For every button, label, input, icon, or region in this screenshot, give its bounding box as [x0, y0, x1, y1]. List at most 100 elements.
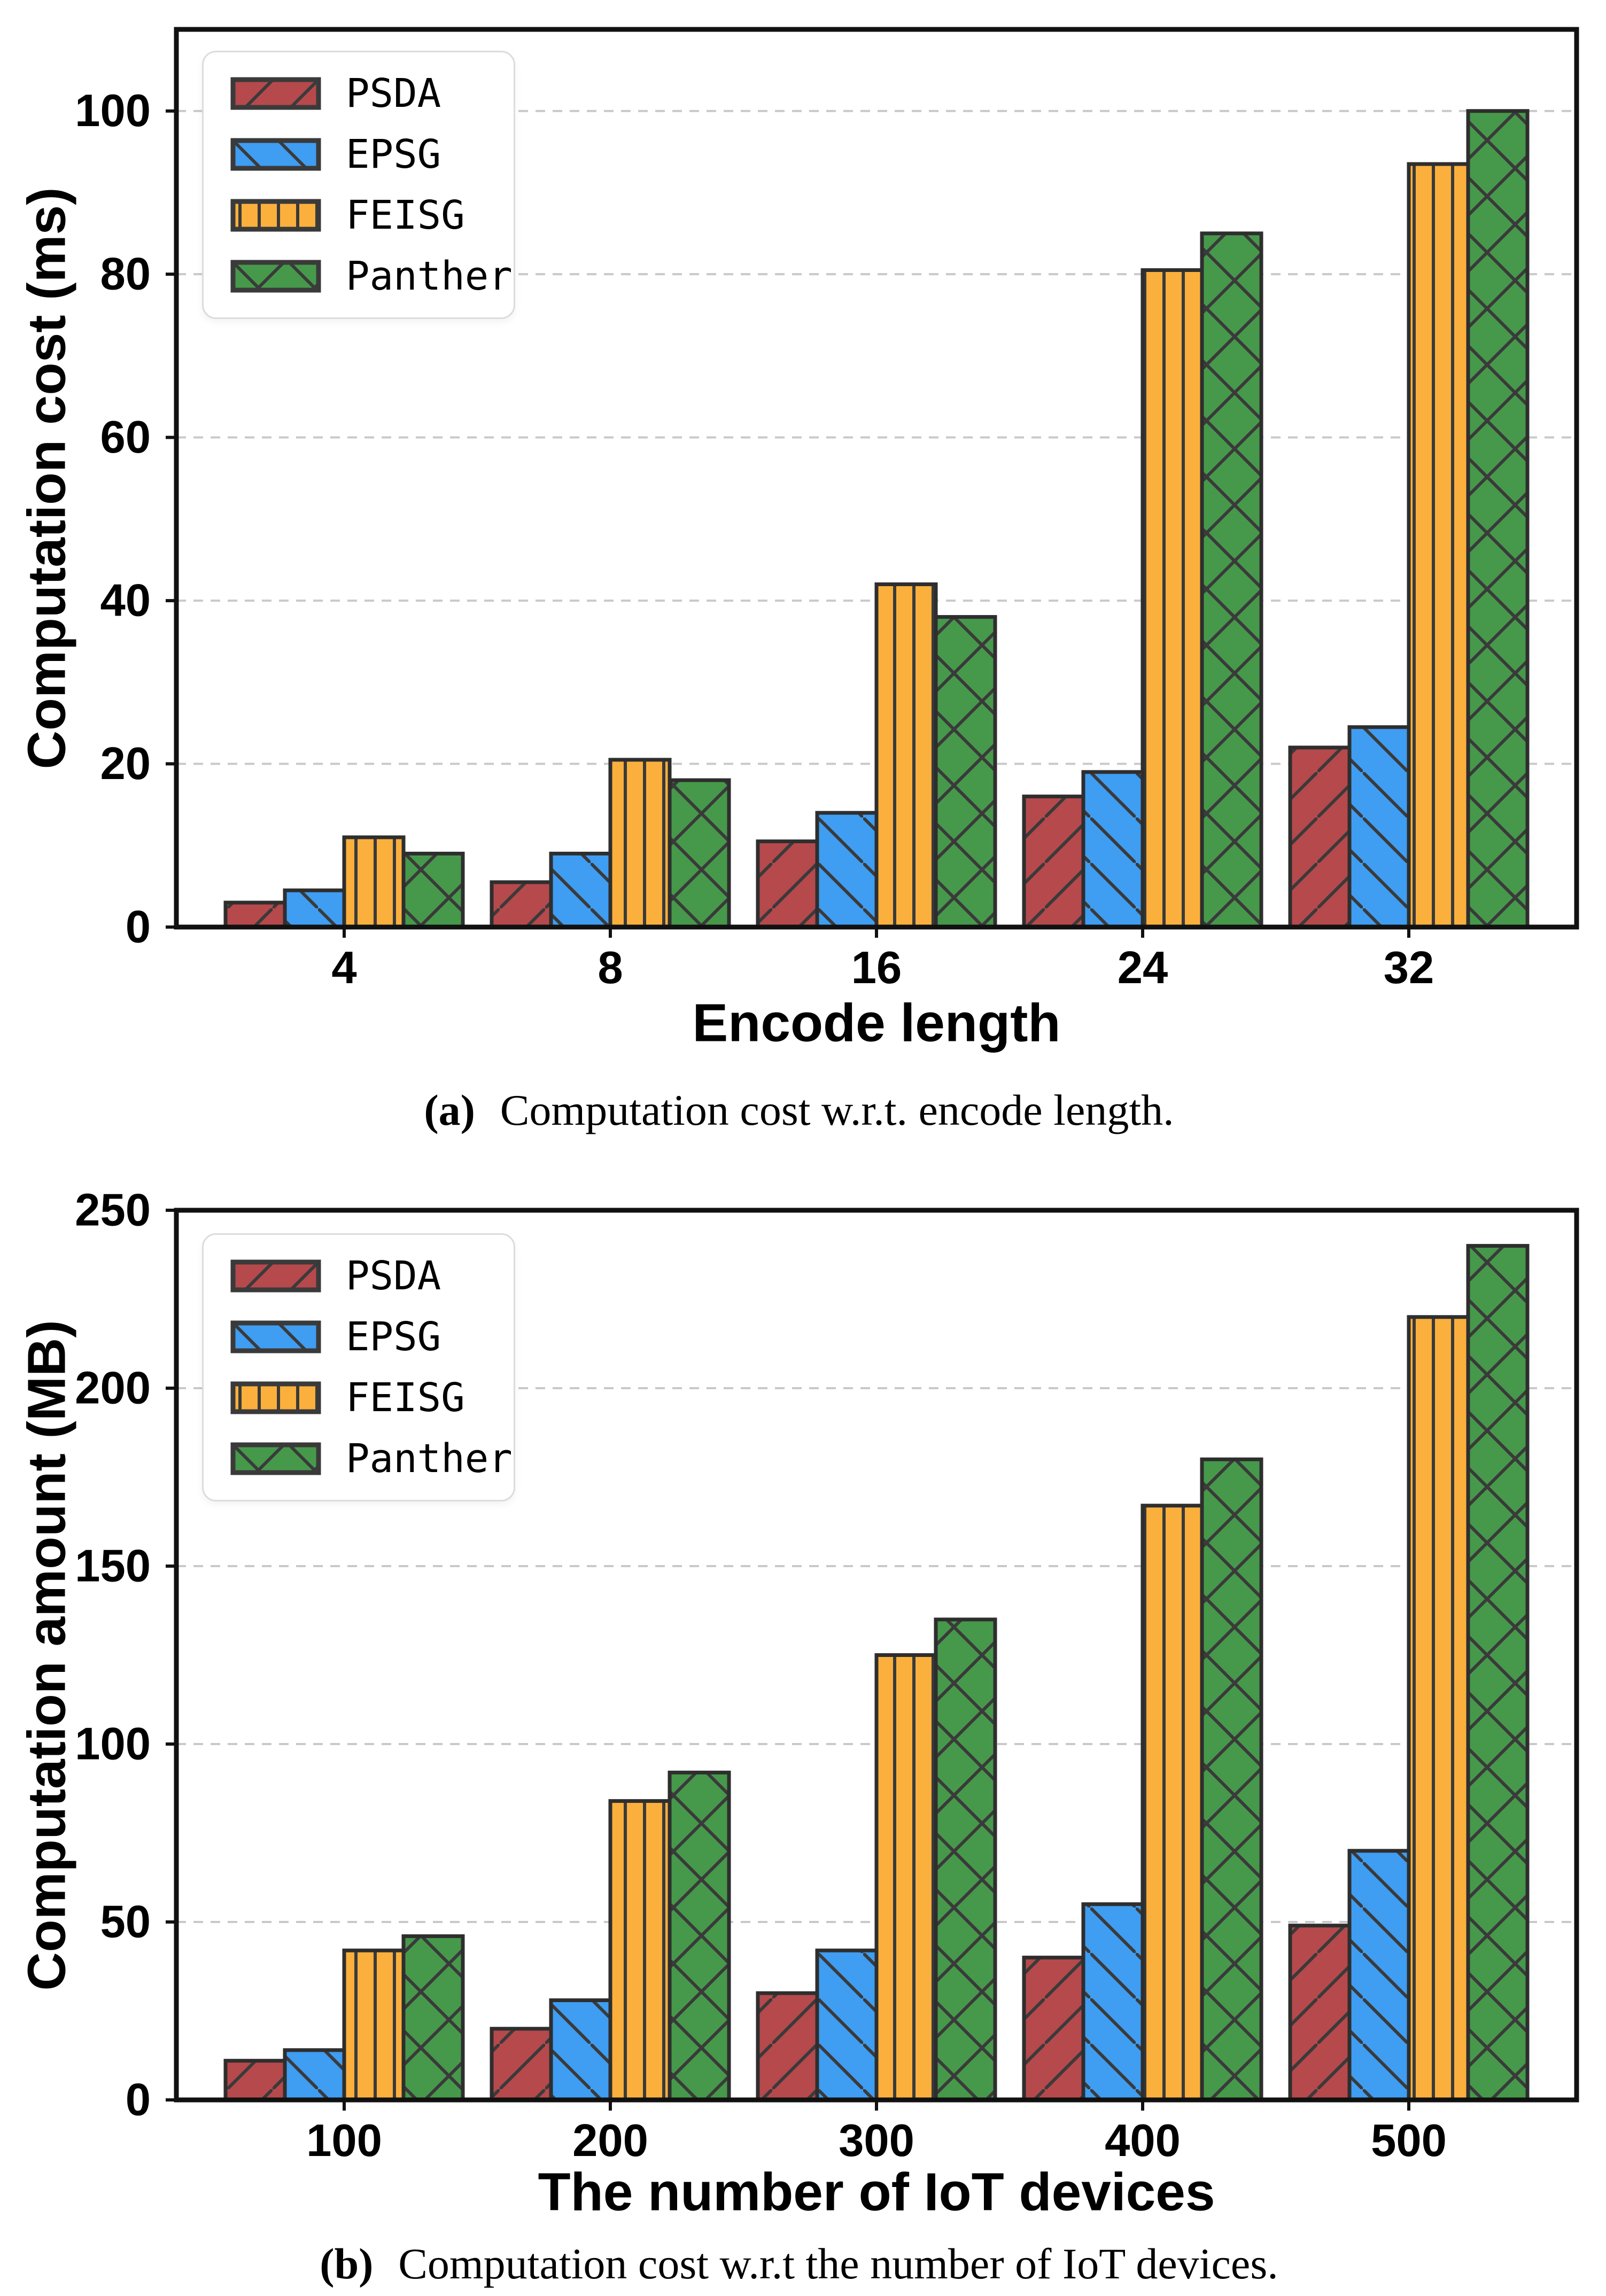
bar-psda-200 [490, 2027, 553, 2102]
bar-epsg-24 [1081, 770, 1145, 929]
legend-label: PSDA [346, 1253, 441, 1299]
x-tick-label: 500 [1371, 2115, 1447, 2166]
caption-b-text: Computation cost w.r.t the number of IoT… [398, 2239, 1278, 2288]
bar-feisg-200 [608, 1799, 672, 2102]
x-tick-label: 400 [1105, 2115, 1181, 2166]
x-tick-label: 300 [839, 2115, 914, 2166]
bar-epsg-4 [283, 888, 346, 929]
bar-panther-200 [668, 1770, 731, 2102]
y-tick-label: 0 [126, 902, 151, 953]
plot-frame [174, 1208, 1579, 2103]
bar-panther-300 [934, 1617, 997, 2102]
legend-swatch-psda-hatch-icon [230, 77, 321, 110]
legend-swatch-feisg-hatch-icon [230, 1381, 321, 1414]
legend-item-panther: Panther [230, 256, 513, 296]
caption-a-tag: (a) [424, 1086, 475, 1134]
legend-item-panther: Panther [230, 1439, 513, 1478]
bar-psda-400 [1022, 1956, 1085, 2102]
legend-swatch-feisg-hatch-icon [230, 199, 321, 232]
bar-epsg-300 [815, 1948, 879, 2102]
bar-epsg-16 [815, 811, 879, 929]
bar-psda-24 [1022, 795, 1085, 929]
bar-epsg-8 [549, 852, 612, 929]
x-tick-label: 200 [572, 2115, 648, 2166]
legend-swatch-psda-hatch-icon [230, 1259, 321, 1293]
y-tick-label: 200 [75, 1363, 151, 1414]
legend-b: PSDA EPSG FEISG Panther [202, 1233, 515, 1501]
bar-epsg-400 [1081, 1902, 1145, 2102]
bar-epsg-32 [1347, 725, 1411, 929]
bar-feisg-300 [874, 1653, 938, 2102]
legend-label: PSDA [346, 71, 441, 116]
legend-label: EPSG [346, 1314, 441, 1360]
legend-item-epsg: EPSG [230, 135, 503, 174]
caption-b: (b) Computation cost w.r.t the number of… [320, 2239, 1278, 2289]
legend-label: Panther [346, 1436, 513, 1482]
legend-label: Panther [346, 253, 513, 299]
y-axis-title-a: Computation cost (ms) [17, 187, 77, 769]
bar-psda-100 [223, 2059, 287, 2102]
bar-psda-8 [490, 880, 553, 929]
x-axis-title-a: Encode length [692, 993, 1061, 1053]
bar-epsg-200 [549, 1998, 612, 2102]
bar-epsg-500 [1347, 1849, 1411, 2102]
y-tick-label: 20 [100, 738, 151, 789]
legend-item-psda: PSDA [230, 1256, 503, 1296]
legend-swatch-epsg-hatch-icon [230, 1320, 321, 1353]
bar-feisg-500 [1407, 1315, 1470, 2102]
bar-feisg-4 [342, 835, 406, 929]
legend-item-psda: PSDA [230, 74, 503, 113]
x-tick-label: 4 [331, 943, 356, 993]
legend-label: FEISG [346, 192, 465, 238]
bar-feisg-32 [1407, 162, 1470, 929]
caption-a-text: Computation cost w.r.t. encode length. [500, 1086, 1174, 1134]
legend-item-feisg: FEISG [230, 1378, 503, 1418]
bar-psda-4 [223, 900, 287, 929]
legend-swatch-epsg-hatch-icon [230, 138, 321, 171]
bar-panther-16 [934, 615, 997, 929]
bar-panther-8 [668, 778, 731, 929]
y-tick-label: 80 [100, 249, 151, 300]
bar-psda-500 [1288, 1924, 1352, 2102]
legend-a: PSDA EPSG FEISG Panther [202, 51, 515, 319]
legend-label: EPSG [346, 131, 441, 177]
legend-swatch-panther-hatch-icon [230, 1442, 321, 1475]
y-tick-label: 50 [100, 1897, 151, 1948]
plot-frame [174, 27, 1579, 930]
y-tick-label: 40 [100, 575, 151, 626]
y-tick-label: 0 [126, 2075, 151, 2126]
x-tick-label: 8 [598, 943, 623, 993]
x-tick-label: 32 [1384, 943, 1434, 993]
x-axis-title-b: The number of IoT devices [538, 2162, 1215, 2222]
bar-panther-4 [401, 852, 465, 929]
bar-psda-300 [756, 1991, 819, 2102]
legend-item-epsg: EPSG [230, 1317, 503, 1357]
bar-panther-24 [1200, 231, 1263, 929]
y-tick-label: 100 [75, 85, 151, 136]
bar-panther-500 [1466, 1244, 1530, 2102]
x-tick-label: 24 [1118, 943, 1168, 993]
legend-swatch-panther-hatch-icon [230, 260, 321, 293]
y-tick-label: 100 [75, 1719, 151, 1770]
legend-item-feisg: FEISG [230, 196, 503, 235]
x-tick-label: 100 [306, 2115, 382, 2166]
bar-feisg-16 [874, 582, 938, 929]
caption-a: (a) Computation cost w.r.t. encode lengt… [424, 1085, 1174, 1135]
caption-b-tag: (b) [320, 2239, 374, 2288]
y-axis-title-b: Computation amount (MB) [17, 1320, 77, 1991]
bar-epsg-100 [283, 2048, 346, 2102]
bar-feisg-100 [342, 1948, 406, 2102]
bar-feisg-8 [608, 758, 672, 929]
y-tick-label: 250 [75, 1185, 151, 1236]
legend-label: FEISG [346, 1375, 465, 1421]
y-tick-label: 150 [75, 1541, 151, 1592]
bar-psda-16 [756, 839, 819, 929]
y-tick-label: 60 [100, 412, 151, 463]
bar-panther-400 [1200, 1457, 1263, 2102]
bar-feisg-24 [1141, 268, 1204, 929]
bar-psda-32 [1288, 745, 1352, 929]
bar-feisg-400 [1141, 1504, 1204, 2102]
x-tick-label: 16 [851, 943, 902, 993]
